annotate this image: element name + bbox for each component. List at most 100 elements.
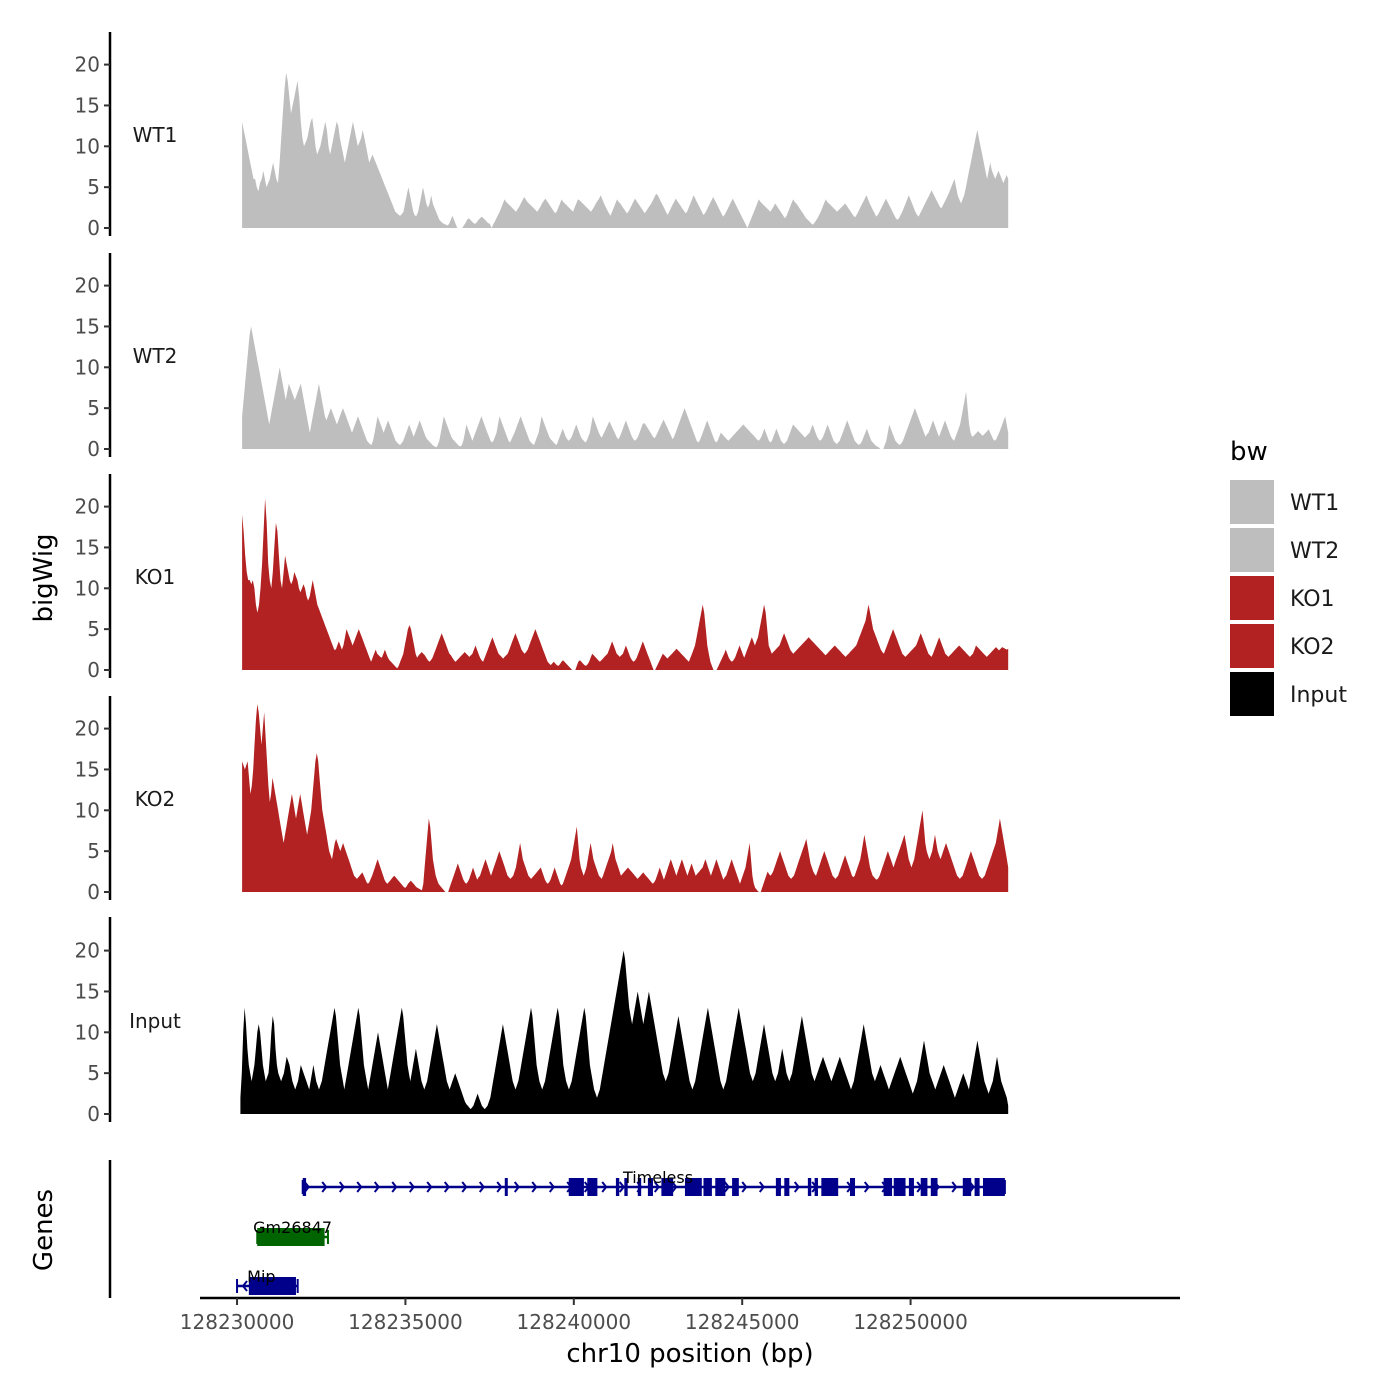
track-wt1: 0 5 10 15 20 WT1 xyxy=(75,32,1009,240)
gene-label: Timeless xyxy=(622,1168,693,1187)
gene-exon xyxy=(814,1178,818,1196)
strand-chevron xyxy=(793,1181,800,1193)
signal-area-input xyxy=(240,950,1009,1114)
y-tick-label: 15 xyxy=(75,314,100,338)
signal-area-ko2 xyxy=(242,704,1009,892)
strand-chevron xyxy=(391,1181,398,1193)
gene-exon xyxy=(637,1178,642,1196)
track-ko2: 0 5 10 15 20 KO2 xyxy=(75,696,1009,904)
x-axis: 128230000 128235000 128240000 128245000 1282… xyxy=(180,1296,1180,1334)
strand-chevron xyxy=(758,1181,765,1193)
y-axis-title: bigWig xyxy=(29,533,59,622)
signal-area-wt1 xyxy=(242,72,1009,228)
strand-chevron xyxy=(321,1181,328,1193)
gene-exon xyxy=(624,1178,628,1196)
gene-mip: Mip xyxy=(236,1267,299,1295)
gene-exon xyxy=(684,1178,702,1196)
track-label: KO1 xyxy=(135,565,176,589)
track-wt2: 0 5 10 15 20 WT2 xyxy=(75,253,1009,461)
strand-chevron xyxy=(653,1181,660,1193)
y-tick-label: 5 xyxy=(87,617,100,641)
gene-exon xyxy=(615,1178,620,1196)
gene-exon xyxy=(732,1178,739,1196)
gene-exon xyxy=(703,1178,712,1196)
y-tick-label: 10 xyxy=(75,798,100,822)
strand-chevron xyxy=(548,1181,555,1193)
gene-exon xyxy=(821,1178,839,1196)
strand-chevron xyxy=(671,1181,678,1193)
legend-item-ko2: KO2 xyxy=(1230,624,1335,668)
gene-exon xyxy=(908,1178,914,1196)
y-tick-label: 0 xyxy=(87,880,100,904)
gene-label: Mip xyxy=(247,1267,275,1286)
legend-item-input: Input xyxy=(1230,672,1347,716)
track-label: KO2 xyxy=(135,787,176,811)
gene-exon xyxy=(248,1277,296,1295)
legend-title: bw xyxy=(1230,437,1268,467)
strand-chevron xyxy=(478,1181,485,1193)
y-tick-label: 20 xyxy=(75,274,100,298)
y-tick-label: 5 xyxy=(87,839,100,863)
track-ko1: 0 5 10 15 20 KO1 xyxy=(75,474,1009,682)
gene-exon xyxy=(784,1178,790,1196)
gene-exon xyxy=(849,1178,856,1196)
gene-exon xyxy=(982,1178,1005,1196)
y-tick-label: 5 xyxy=(87,175,100,199)
y-tick-label: 5 xyxy=(87,1061,100,1085)
y-tick-label: 5 xyxy=(87,396,100,420)
y-tick-label: 20 xyxy=(75,495,100,519)
strand-chevron xyxy=(408,1181,415,1193)
y-tick-label: 10 xyxy=(75,134,100,158)
legend-item-wt1: WT1 xyxy=(1230,480,1339,524)
strand-chevron xyxy=(618,1181,625,1193)
strand-chevron xyxy=(741,1181,748,1193)
strand-chevron xyxy=(496,1181,503,1193)
gene-exon xyxy=(257,1228,325,1246)
x-tick-label: 128245000 xyxy=(685,1310,800,1334)
y-tick-label: 10 xyxy=(75,1020,100,1044)
gene-gm26847: Gm26847 xyxy=(253,1218,332,1246)
y-tick-label: 0 xyxy=(87,216,100,240)
gene-exon xyxy=(883,1178,893,1196)
gene-exon xyxy=(893,1178,906,1196)
legend-swatch xyxy=(1230,480,1274,524)
track-input: 0 5 10 15 20 Input xyxy=(75,917,1009,1126)
y-tick-label: 0 xyxy=(87,658,100,682)
gene-timeless: Timeless xyxy=(301,1168,1006,1196)
gene-exon xyxy=(661,1178,674,1196)
y-tick-label: 15 xyxy=(75,535,100,559)
y-tick-label: 20 xyxy=(75,53,100,77)
gene-exon xyxy=(962,1178,972,1196)
y-tick-label: 15 xyxy=(75,757,100,781)
legend-item-ko1: KO1 xyxy=(1230,576,1335,620)
gene-exon xyxy=(647,1178,653,1196)
legend-swatch xyxy=(1230,528,1274,572)
strand-chevron xyxy=(338,1181,345,1193)
gene-exon xyxy=(974,1178,980,1196)
legend-label: KO2 xyxy=(1290,635,1335,660)
legend-swatch xyxy=(1230,624,1274,668)
gene-exon xyxy=(930,1178,938,1196)
y-tick-label: 20 xyxy=(75,939,100,963)
strand-chevron xyxy=(373,1181,380,1193)
y-tick-label: 10 xyxy=(75,355,100,379)
legend-label: WT2 xyxy=(1290,539,1339,564)
strand-chevron xyxy=(513,1181,520,1193)
strand-chevron xyxy=(443,1181,450,1193)
strand-chevron xyxy=(951,1181,958,1193)
track-label: WT1 xyxy=(133,123,178,147)
signal-area-wt2 xyxy=(242,326,1009,449)
strand-chevron xyxy=(461,1181,468,1193)
gene-label: Gm26847 xyxy=(253,1218,332,1237)
strand-chevron xyxy=(426,1181,433,1193)
tracks-layer: 0 5 10 15 20 WT1 0 5 10 15 20 WT2 0 5 10 15 20 KO1 0 5 10 15 2… xyxy=(75,32,1009,1126)
genes-axis-title: Genes xyxy=(29,1189,59,1271)
gene-exon xyxy=(775,1178,781,1196)
y-tick-label: 15 xyxy=(75,979,100,1003)
gene-exon xyxy=(302,1178,307,1196)
y-tick-label: 0 xyxy=(87,437,100,461)
y-tick-label: 20 xyxy=(75,717,100,741)
track-label: WT2 xyxy=(133,344,178,368)
